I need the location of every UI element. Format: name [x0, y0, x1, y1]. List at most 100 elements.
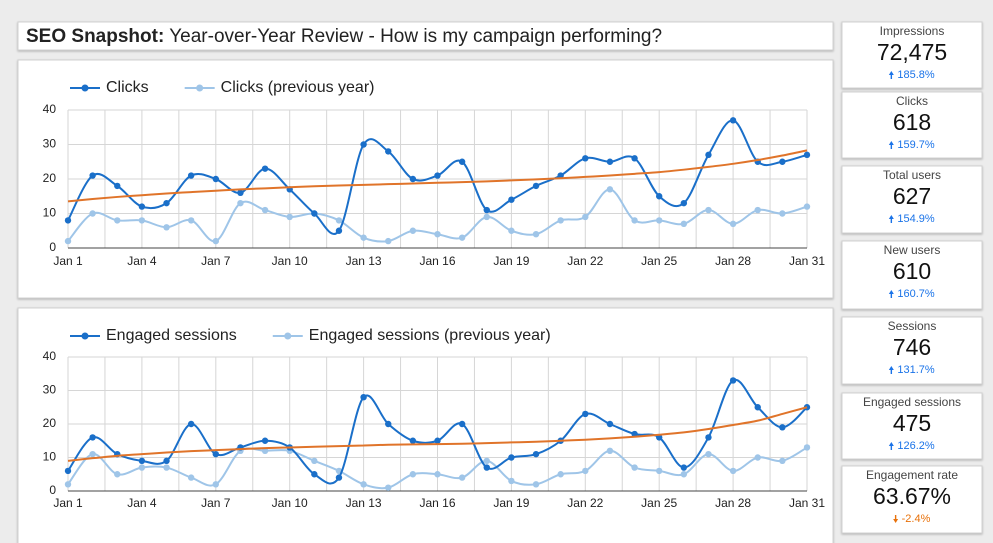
x-tick-label: Jan 16 — [419, 496, 455, 510]
legend-label: Engaged sessions (previous year) — [309, 327, 551, 344]
x-tick-label: Jan 28 — [715, 496, 751, 510]
x-tick-label: Jan 22 — [567, 254, 603, 268]
scorecard-card — [841, 21, 983, 89]
data-point — [631, 464, 638, 471]
x-tick-label: Jan 13 — [346, 254, 382, 268]
x-tick-label: Jan 10 — [272, 496, 308, 510]
scorecard-label: Engaged sessions — [863, 395, 961, 409]
data-point — [483, 457, 490, 465]
y-tick-label: 0 — [49, 240, 56, 254]
data-point — [64, 467, 72, 475]
scorecard-card — [841, 316, 983, 385]
data-point — [163, 464, 170, 471]
data-point — [163, 199, 170, 207]
data-point — [89, 172, 96, 179]
data-point — [311, 457, 318, 465]
data-point — [754, 206, 761, 214]
scorecard-label: New users — [884, 243, 941, 257]
data-point — [434, 231, 441, 238]
x-tick-label: Jan 28 — [715, 254, 751, 268]
legend-swatch-dot — [81, 84, 89, 92]
data-point — [335, 474, 343, 481]
x-tick-label: Jan 19 — [493, 254, 529, 268]
data-point — [261, 165, 269, 172]
data-point — [557, 217, 564, 224]
data-point — [705, 434, 712, 441]
x-tick-label: Jan 1 — [53, 254, 83, 268]
data-point — [729, 467, 737, 475]
data-point — [508, 454, 515, 461]
data-point — [311, 471, 318, 478]
data-point — [409, 471, 417, 478]
data-point — [360, 141, 367, 148]
data-point — [582, 155, 589, 162]
data-point — [434, 471, 441, 478]
scorecard-value: 72,475 — [877, 39, 947, 65]
data-point — [532, 182, 540, 190]
legend-label: Clicks — [106, 79, 149, 96]
data-point — [803, 444, 811, 451]
legend-label: Clicks (previous year) — [221, 79, 375, 96]
data-point — [409, 175, 417, 183]
data-point — [508, 227, 515, 234]
change-arrow — [888, 366, 894, 374]
data-point — [705, 206, 712, 214]
data-point — [385, 237, 392, 245]
scorecard-change: 185.8% — [897, 69, 935, 81]
scorecard-card — [841, 165, 983, 234]
data-point — [385, 420, 392, 428]
data-point — [656, 217, 663, 224]
data-point — [606, 158, 614, 165]
data-point — [582, 467, 589, 475]
change-arrow — [888, 215, 894, 223]
y-tick-label: 30 — [43, 383, 57, 397]
data-point — [680, 199, 688, 207]
data-point — [705, 450, 712, 458]
data-point — [212, 237, 219, 245]
y-tick-label: 10 — [43, 206, 57, 220]
data-point — [237, 189, 244, 196]
trend-line — [67, 406, 808, 462]
x-tick-label: Jan 25 — [641, 496, 677, 510]
scorecard-value: 63.67% — [873, 483, 951, 509]
x-tick-label: Jan 31 — [789, 254, 825, 268]
scorecard-change: 126.2% — [897, 440, 935, 452]
data-point — [656, 193, 663, 200]
data-point — [779, 457, 786, 465]
data-point — [434, 172, 441, 179]
data-point — [458, 420, 466, 428]
scorecard-label: Impressions — [880, 24, 945, 38]
scorecard-label: Clicks — [896, 94, 928, 108]
data-point — [261, 206, 269, 214]
data-point — [187, 172, 195, 179]
y-tick-label: 30 — [43, 137, 57, 151]
data-point — [631, 155, 638, 162]
y-tick-label: 20 — [43, 171, 57, 185]
data-point — [754, 454, 761, 461]
data-point — [779, 424, 786, 431]
data-point — [212, 450, 219, 458]
scorecard-card — [841, 392, 983, 460]
scorecard-label: Engagement rate — [866, 468, 958, 482]
data-point — [508, 477, 515, 485]
x-tick-label: Jan 7 — [201, 496, 231, 510]
scorecard-change: 160.7% — [897, 288, 935, 300]
data-point — [114, 217, 121, 224]
data-point — [483, 464, 490, 471]
data-point — [803, 203, 811, 210]
scorecard-card — [841, 91, 983, 159]
data-point — [212, 481, 219, 488]
data-point — [212, 175, 219, 183]
data-point — [261, 447, 269, 454]
data-point — [606, 186, 614, 193]
data-point — [582, 410, 589, 418]
data-point — [458, 474, 466, 481]
data-point — [557, 471, 564, 478]
data-point — [89, 450, 96, 458]
data-point — [335, 217, 343, 224]
